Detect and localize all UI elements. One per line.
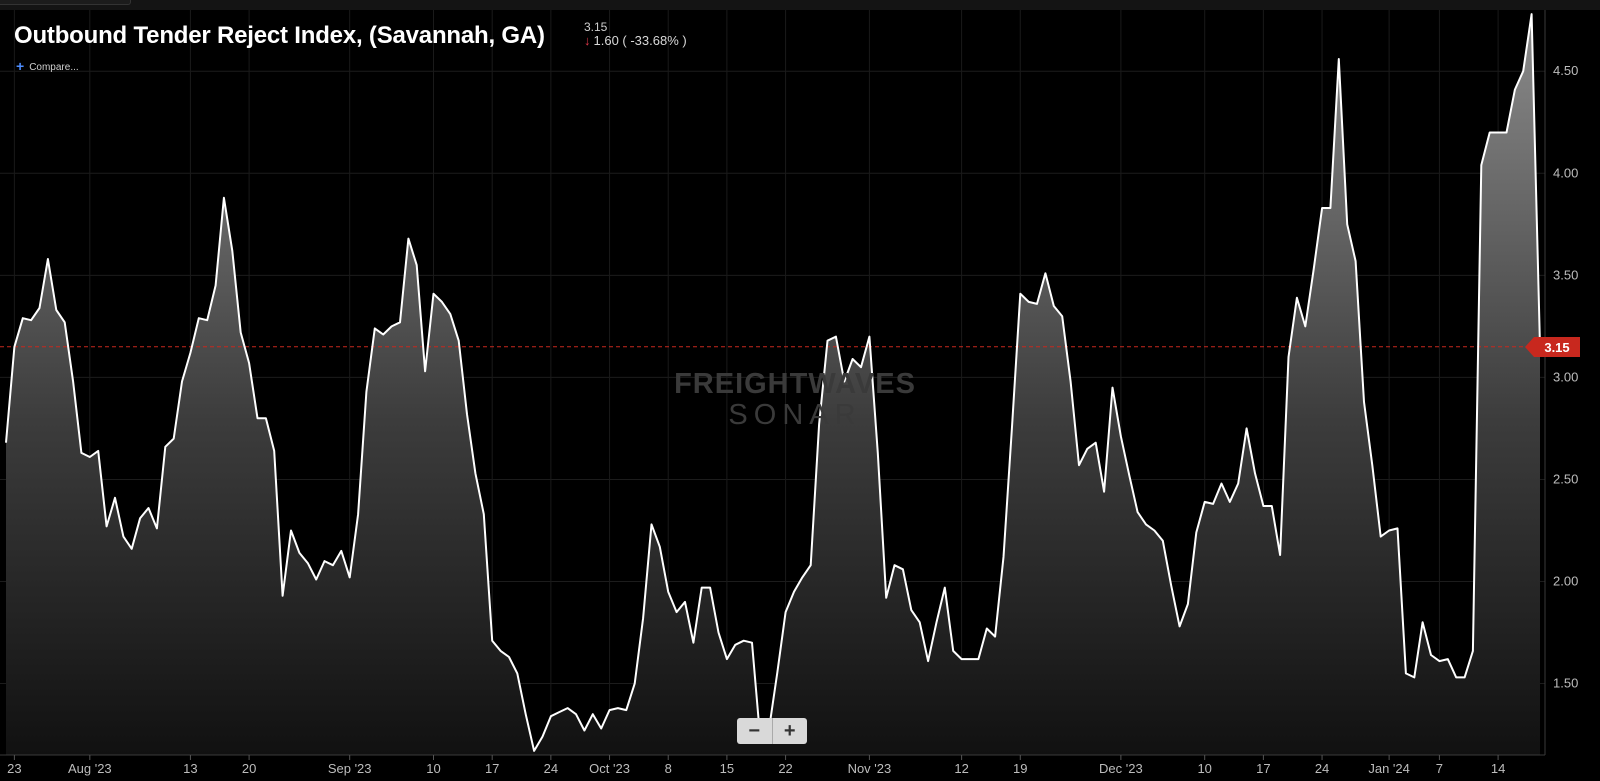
x-tick-label: 12	[954, 761, 968, 776]
x-tick-label: 17	[485, 761, 499, 776]
x-tick-label: Oct '23	[589, 761, 630, 776]
y-tick-label: 4.00	[1553, 165, 1578, 180]
x-tick-label: 15	[720, 761, 734, 776]
x-tick-label: 7	[1436, 761, 1443, 776]
x-tick-label: 22	[778, 761, 792, 776]
y-tick-label: 2.50	[1553, 471, 1578, 486]
zoom-in-button[interactable]: +	[771, 718, 808, 744]
price-readout: 3.15 ↓ 1.60 ( -33.68% )	[584, 20, 687, 48]
chart-area[interactable]: 1.50 2.00 2.50 3.00 3.50 4.00 4.50 23 Aug '23 13…	[0, 10, 1600, 781]
x-tick-label: Sep '23	[328, 761, 372, 776]
x-tick-label: 17	[1256, 761, 1270, 776]
y-tick-label: 3.50	[1553, 267, 1578, 282]
plus-icon: +	[16, 58, 25, 74]
x-tick-label: 13	[183, 761, 197, 776]
y-axis-ticks: 1.50 2.00 2.50 3.00 3.50 4.00 4.50	[1553, 63, 1578, 690]
chart-title: Outbound Tender Reject Index, (Savannah,…	[14, 22, 545, 49]
x-tick-label: Nov '23	[848, 761, 892, 776]
x-tick-label: 19	[1013, 761, 1027, 776]
y-tick-label: 2.00	[1553, 574, 1578, 589]
toolbar-tab[interactable]	[0, 0, 131, 5]
x-tick-label: Aug '23	[68, 761, 112, 776]
series-line	[5, 13, 1541, 752]
last-value-tag: 3.15	[1525, 337, 1580, 357]
x-axis-ticks: 23 Aug '23 13 20 Sep '23 10 17 24 Oct '23 8 15 22 No…	[7, 755, 1505, 776]
y-tick-label: 1.50	[1553, 676, 1578, 691]
x-tick-label: 10	[1197, 761, 1211, 776]
compare-button[interactable]: + Compare...	[16, 58, 79, 74]
x-tick-label: 24	[544, 761, 558, 776]
arrow-down-icon: ↓	[584, 33, 591, 48]
y-tick-label: 3.00	[1553, 369, 1578, 384]
x-tick-label: 23	[7, 761, 21, 776]
x-tick-label: 14	[1491, 761, 1505, 776]
x-tick-label: 24	[1315, 761, 1329, 776]
x-tick-label: 10	[426, 761, 440, 776]
x-tick-label: Jan '24	[1368, 761, 1410, 776]
x-tick-label: Dec '23	[1099, 761, 1143, 776]
last-value: 3.15	[584, 20, 608, 34]
x-tick-label: 20	[242, 761, 256, 776]
top-toolbar	[0, 0, 1600, 10]
zoom-out-button[interactable]: −	[748, 719, 761, 742]
zoom-controls: − +	[737, 718, 807, 744]
change-value: 1.60 ( -33.68% )	[593, 33, 687, 48]
compare-label: Compare...	[29, 62, 79, 73]
y-tick-label: 4.50	[1553, 63, 1578, 78]
series-area	[6, 14, 1540, 756]
x-tick-label: 8	[665, 761, 672, 776]
